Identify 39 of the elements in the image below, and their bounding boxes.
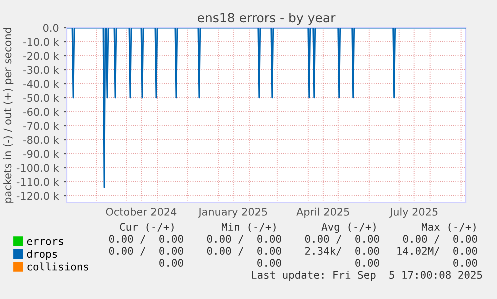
text: 0.00 / 0.00 bbox=[109, 235, 184, 244]
text: 0.00 / 0.00 bbox=[207, 247, 282, 256]
text: Cur (-/+) bbox=[120, 223, 174, 232]
y-tick-label: -50.0 k bbox=[24, 94, 60, 102]
legend-label: errors bbox=[27, 239, 64, 246]
y-tick-label: -40.0 k bbox=[24, 80, 60, 88]
y-tick-label: -20.0 k bbox=[24, 52, 60, 60]
legend-label: drops bbox=[27, 250, 58, 260]
x-tick-label: January 2025 bbox=[198, 208, 268, 218]
y-axis-title: packets in (-) / out (+) per second bbox=[4, 28, 14, 203]
text: 0.00 / 0.00 bbox=[109, 247, 184, 256]
legend-label: collisions bbox=[28, 262, 88, 271]
y-tick-label: -100.0 k bbox=[16, 164, 60, 172]
y-tick-label: -70.0 k bbox=[24, 122, 60, 130]
y-tick-label: -110.0 k bbox=[16, 178, 60, 186]
text: 0.00 / 0.00 bbox=[403, 235, 478, 244]
y-tick-label: -90.0 k bbox=[24, 150, 60, 158]
text: 0.00 bbox=[258, 259, 282, 268]
text: 0.00 bbox=[356, 259, 380, 268]
text: 0.00 bbox=[160, 259, 184, 268]
y-tick-label: -120.0 k bbox=[16, 192, 60, 200]
text: Min (-/+) bbox=[222, 222, 276, 232]
text: 0.00 bbox=[454, 259, 478, 268]
x-tick-label: April 2025 bbox=[296, 208, 350, 218]
text: 0.00 / 0.00 bbox=[207, 235, 282, 244]
y-tick-label: -30.0 k bbox=[24, 66, 60, 74]
text: 14.02M/ 0.00 bbox=[398, 247, 478, 256]
text: 2.34k/ 0.00 bbox=[306, 246, 380, 256]
text: 0.00 / 0.00 bbox=[305, 235, 380, 244]
y-tick-label: 0.0 bbox=[43, 24, 59, 32]
x-tick-label: October 2024 bbox=[106, 208, 177, 216]
x-tick-label: July 2025 bbox=[390, 208, 438, 218]
text: Avg (-/+) bbox=[322, 222, 376, 234]
y-tick-label: -80.0 k bbox=[24, 136, 60, 144]
text: Max (-/+) bbox=[422, 223, 476, 232]
chart-title: ens18 errors - by year bbox=[198, 12, 336, 26]
y-tick-label: -10.0 k bbox=[24, 38, 60, 46]
y-tick-label: -60.0 k bbox=[24, 108, 60, 116]
text: Last update: Fri Sep 5 17:00:08 2025 bbox=[252, 270, 482, 282]
